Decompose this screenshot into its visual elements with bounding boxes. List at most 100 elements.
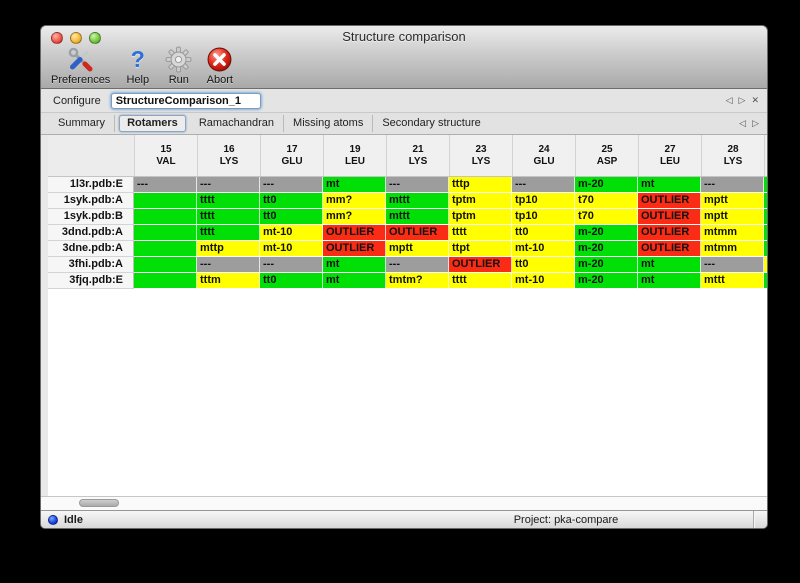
rotamer-cell[interactable]: mt bbox=[323, 273, 386, 289]
rotamer-cell[interactable] bbox=[134, 193, 197, 209]
column-header-17[interactable]: 17 GLU bbox=[260, 135, 323, 176]
toolbar-button-abort[interactable]: Abort bbox=[206, 46, 233, 86]
row-label[interactable]: 3fhi.pdb:A bbox=[48, 257, 134, 273]
rotamer-cell[interactable]: mm? bbox=[323, 209, 386, 225]
rotamer-cell[interactable]: tp10 bbox=[512, 209, 575, 225]
column-header-27[interactable]: 27 LEU bbox=[638, 135, 701, 176]
rotamer-cell[interactable]: mt bbox=[638, 273, 701, 289]
rotamer-cell[interactable]: tt0 bbox=[260, 193, 323, 209]
rotamer-cell[interactable] bbox=[134, 241, 197, 257]
rotamer-cell[interactable]: m-20 bbox=[575, 273, 638, 289]
rotamer-cell[interactable]: mm? bbox=[323, 193, 386, 209]
rotamer-cell[interactable]: tmtm? bbox=[386, 273, 449, 289]
close-window-icon[interactable] bbox=[51, 32, 63, 44]
rotamer-cell[interactable]: tttt bbox=[197, 193, 260, 209]
rotamer-cell[interactable]: tttt bbox=[197, 209, 260, 225]
row-label[interactable]: 3dnd.pdb:A bbox=[48, 225, 134, 241]
rotamer-cell[interactable]: mt bbox=[323, 177, 386, 193]
rotamer-cell[interactable]: OUTLIER bbox=[323, 225, 386, 241]
scrollbar-thumb[interactable] bbox=[79, 499, 119, 507]
rotamer-cell[interactable]: tt0 bbox=[260, 209, 323, 225]
rotamer-cell[interactable]: tttt bbox=[449, 225, 512, 241]
rotamer-cell[interactable]: tt0 bbox=[260, 273, 323, 289]
column-header-21[interactable]: 21 LYS bbox=[386, 135, 449, 176]
tab-missing-atoms[interactable]: Missing atoms bbox=[284, 115, 374, 132]
rotamer-cell[interactable]: mtmm bbox=[701, 241, 764, 257]
minimize-window-icon[interactable] bbox=[70, 32, 82, 44]
rotamer-cell[interactable]: mttp bbox=[197, 241, 260, 257]
rotamer-cell[interactable]: tt0 bbox=[512, 225, 575, 241]
close-icon[interactable]: ✕ bbox=[751, 95, 759, 105]
row-label[interactable]: 3fjq.pdb:E bbox=[48, 273, 134, 289]
next-arrow-icon[interactable]: ▷ bbox=[752, 118, 759, 128]
rotamer-cell[interactable]: mptt bbox=[701, 193, 764, 209]
column-header-24[interactable]: 24 GLU bbox=[512, 135, 575, 176]
next-arrow-icon[interactable]: ▷ bbox=[738, 95, 746, 105]
rotamer-cell[interactable]: OUTLIER bbox=[449, 257, 512, 273]
toolbar-button-preferences[interactable]: Preferences bbox=[51, 46, 110, 86]
configure-name-input[interactable] bbox=[110, 92, 261, 109]
rotamer-cell[interactable]: mttt bbox=[386, 209, 449, 225]
rotamer-cell[interactable]: ttpt bbox=[449, 241, 512, 257]
prev-arrow-icon[interactable]: ◁ bbox=[739, 118, 747, 128]
rotamer-cell[interactable]: tttm bbox=[197, 273, 260, 289]
rotamer-cell[interactable]: mt-10 bbox=[512, 273, 575, 289]
rotamer-cell[interactable] bbox=[134, 257, 197, 273]
rotamer-cell[interactable] bbox=[134, 273, 197, 289]
tab-ramachandran[interactable]: Ramachandran bbox=[190, 115, 285, 132]
rotamer-cell[interactable]: OUTLIER bbox=[638, 193, 701, 209]
rotamer-cell[interactable]: mttt bbox=[386, 193, 449, 209]
rotamer-cell[interactable]: OUTLIER bbox=[386, 225, 449, 241]
rotamer-cell[interactable]: m-20 bbox=[575, 241, 638, 257]
rotamer-cell[interactable] bbox=[134, 225, 197, 241]
rotamer-cell[interactable]: mttt bbox=[701, 273, 764, 289]
row-label[interactable]: 1syk.pdb:A bbox=[48, 193, 134, 209]
rotamer-cell[interactable]: --- bbox=[701, 177, 764, 193]
rotamer-cell[interactable]: tptm bbox=[449, 193, 512, 209]
rotamer-cell[interactable]: OUTLIER bbox=[638, 209, 701, 225]
rotamer-cell[interactable]: tttt bbox=[197, 225, 260, 241]
rotamer-cell[interactable]: tptm bbox=[449, 209, 512, 225]
tab-rotamers[interactable]: Rotamers bbox=[119, 115, 186, 132]
column-header-25[interactable]: 25 ASP bbox=[575, 135, 638, 176]
rotamer-cell[interactable]: --- bbox=[197, 177, 260, 193]
rotamer-cell[interactable]: mt bbox=[323, 257, 386, 273]
column-header-23[interactable]: 23 LYS bbox=[449, 135, 512, 176]
rotamer-cell[interactable]: m-20 bbox=[575, 257, 638, 273]
rotamer-cell[interactable]: --- bbox=[260, 257, 323, 273]
horizontal-scrollbar[interactable] bbox=[41, 496, 767, 510]
column-header-16[interactable]: 16 LYS bbox=[197, 135, 260, 176]
rotamer-cell[interactable]: --- bbox=[197, 257, 260, 273]
rotamer-cell[interactable]: mptt bbox=[701, 209, 764, 225]
rotamer-cell[interactable]: OUTLIER bbox=[638, 225, 701, 241]
rotamer-cell[interactable]: t70 bbox=[575, 209, 638, 225]
rotamer-cell[interactable]: --- bbox=[512, 177, 575, 193]
rotamer-cell[interactable]: mt bbox=[638, 257, 701, 273]
rotamer-cell[interactable]: tp10 bbox=[512, 193, 575, 209]
tab-summary[interactable]: Summary bbox=[49, 115, 116, 132]
rotamer-cell[interactable] bbox=[134, 209, 197, 225]
rotamer-cell[interactable]: mtmm bbox=[701, 225, 764, 241]
rotamer-cell[interactable]: OUTLIER bbox=[638, 241, 701, 257]
rotamer-cell[interactable]: mt bbox=[638, 177, 701, 193]
rotamer-cell[interactable]: tt0 bbox=[512, 257, 575, 273]
rotamer-cell[interactable]: mt-10 bbox=[512, 241, 575, 257]
tab-secondary-structure[interactable]: Secondary structure bbox=[382, 117, 481, 129]
rotamer-cell[interactable]: --- bbox=[701, 257, 764, 273]
column-header-28[interactable]: 28 LYS bbox=[701, 135, 764, 176]
rotamer-cell[interactable]: tttt bbox=[449, 273, 512, 289]
toolbar-button-help[interactable]: ? Help bbox=[124, 46, 151, 87]
column-header-19[interactable]: 19 LEU bbox=[323, 135, 386, 176]
rotamer-cell[interactable]: tttp bbox=[449, 177, 512, 193]
prev-arrow-icon[interactable]: ◁ bbox=[725, 95, 733, 105]
column-header-15[interactable]: 15 VAL bbox=[134, 135, 197, 176]
rotamer-cell[interactable]: --- bbox=[386, 177, 449, 193]
zoom-window-icon[interactable] bbox=[89, 32, 101, 44]
row-label[interactable]: 3dne.pdb:A bbox=[48, 241, 134, 257]
rotamer-cell[interactable]: m-20 bbox=[575, 177, 638, 193]
rotamer-cell[interactable]: mptt bbox=[386, 241, 449, 257]
rotamer-cell[interactable]: --- bbox=[260, 177, 323, 193]
rotamer-cell[interactable]: --- bbox=[386, 257, 449, 273]
rotamer-cell[interactable]: --- bbox=[134, 177, 197, 193]
row-label[interactable]: 1syk.pdb:B bbox=[48, 209, 134, 225]
